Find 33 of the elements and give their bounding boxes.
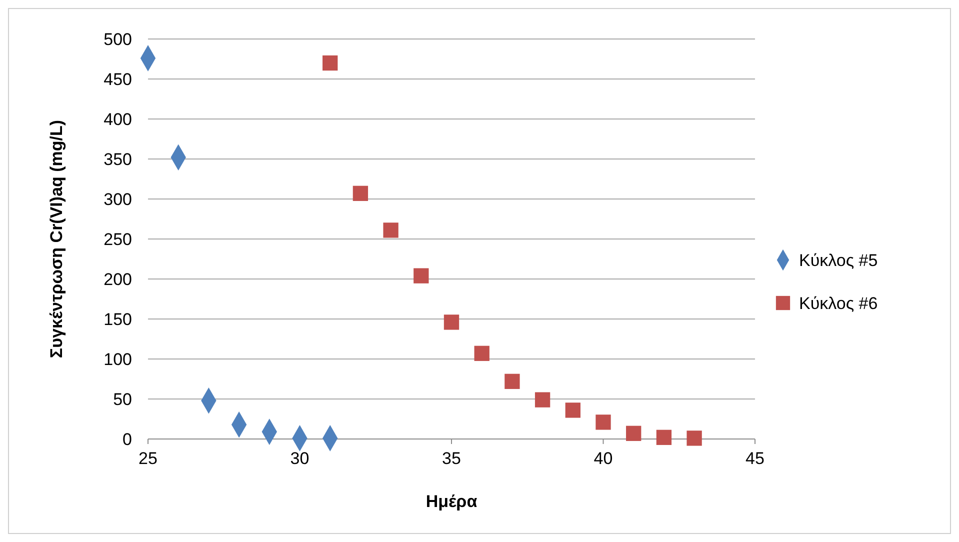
y-tick-label: 450: [104, 70, 132, 89]
point: [444, 314, 460, 330]
y-tick-label: 400: [104, 110, 132, 129]
legend-label: Κύκλος #6: [799, 294, 878, 313]
legend-label: Κύκλος #5: [799, 251, 878, 270]
y-tick-label: 100: [104, 350, 132, 369]
point: [474, 346, 490, 361]
point: [383, 222, 398, 238]
y-tick-label: 150: [104, 310, 132, 329]
point: [626, 426, 642, 441]
point: [352, 186, 368, 201]
y-tick-label: 0: [122, 430, 132, 449]
x-tick-label: 40: [594, 449, 613, 468]
y-tick-label: 300: [104, 190, 132, 209]
y-tick-label: 350: [104, 150, 132, 169]
point: [656, 430, 672, 445]
point: [686, 430, 702, 446]
point: [596, 414, 611, 430]
x-axis-title: Ημέρα: [426, 492, 478, 511]
point: [565, 402, 580, 418]
x-tick-label: 25: [138, 449, 158, 468]
point: [322, 55, 338, 71]
x-tick-label: 45: [746, 449, 764, 468]
point: [414, 268, 429, 284]
point: [504, 374, 520, 389]
x-tick-label: 30: [290, 449, 310, 468]
y-tick-label: 250: [104, 230, 132, 249]
y-tick-label: 500: [104, 30, 132, 49]
y-tick-label: 50: [113, 390, 132, 409]
point: [534, 392, 550, 408]
y-axis-title: Συγκέντρωση Cr(VI)aq (mg/L): [47, 120, 66, 358]
x-tick-label: 35: [442, 449, 461, 468]
y-tick-label: 200: [104, 270, 132, 289]
